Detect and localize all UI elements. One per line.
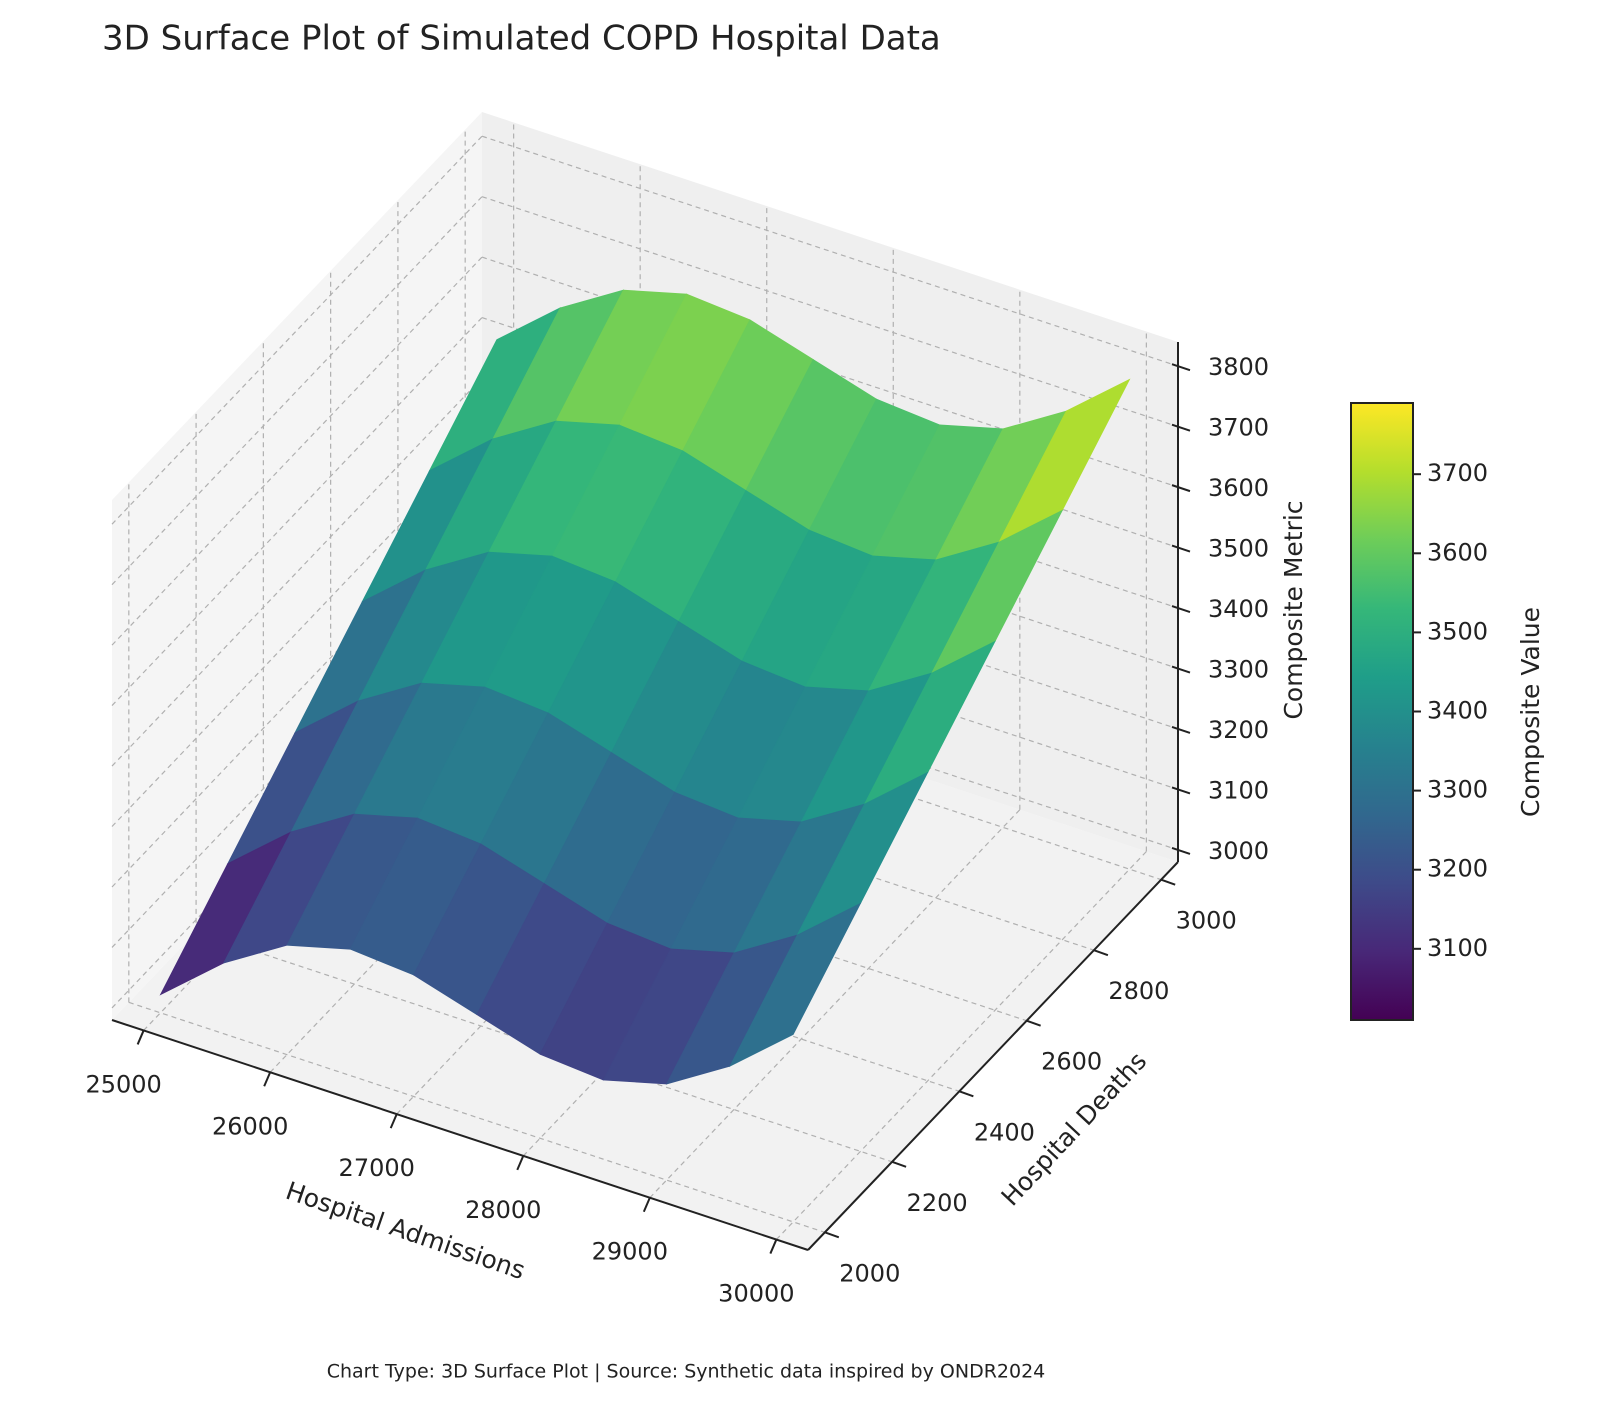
colorbar-tick-label: 3500 [1427, 617, 1488, 645]
colorbar-tick-label: 3300 [1427, 776, 1488, 804]
axis-line [807, 861, 1179, 1251]
tick-mark [1171, 423, 1191, 432]
tick-mark [891, 1160, 907, 1168]
tick-mark [263, 1071, 272, 1087]
colorbar-label: Composite Value [1516, 607, 1545, 817]
tick-mark [769, 1239, 778, 1254]
x-axis-label: Hospital Admissions [282, 1176, 529, 1285]
colorbar [1350, 402, 1414, 1021]
chart-title: 3D Surface Plot of Simulated COPD Hospit… [102, 19, 941, 59]
colorbar-tick-label: 3600 [1427, 538, 1488, 566]
z-tick-label: 3400 [1208, 595, 1269, 623]
tick-mark [1171, 846, 1191, 855]
z-tick-label: 3200 [1208, 716, 1269, 744]
x-tick-label: 30000 [718, 1280, 794, 1308]
tick-mark [1171, 665, 1191, 674]
z-tick-label: 3300 [1208, 656, 1269, 684]
x-tick-label: 26000 [212, 1112, 288, 1140]
tick-mark [1171, 726, 1191, 734]
tick-mark [1171, 605, 1191, 613]
tick-mark [1160, 878, 1176, 886]
tick-mark [1171, 484, 1191, 493]
x-tick-label: 28000 [465, 1196, 541, 1224]
z-tick-label: 3800 [1208, 353, 1269, 381]
z-tick-label: 3500 [1208, 535, 1269, 563]
left-pane [112, 112, 482, 1020]
tick-mark [959, 1090, 974, 1098]
y-tick-label: 2400 [974, 1118, 1035, 1146]
colorbar-tick-label: 3200 [1427, 855, 1488, 883]
surface-patch [728, 902, 862, 1068]
tick-mark [516, 1155, 525, 1171]
x-tick-label: 25000 [85, 1070, 161, 1098]
z-axis-label: Composite Metric [1279, 500, 1308, 719]
y-tick-label: 2600 [1041, 1048, 1102, 1076]
footer: Chart Type: 3D Surface Plot | Source: Sy… [327, 1361, 1046, 1383]
z-tick-label: 3000 [1208, 837, 1269, 865]
tick-mark [642, 1197, 651, 1213]
tick-mark [1171, 544, 1191, 553]
x-tick-label: 29000 [592, 1238, 668, 1266]
z-tick-label: 3600 [1208, 474, 1269, 502]
y-tick-label: 3000 [1176, 907, 1237, 935]
tick-mark [824, 1231, 840, 1239]
y-tick-label: 2000 [839, 1259, 900, 1287]
tick-mark [1171, 786, 1191, 795]
tick-mark [136, 1030, 145, 1045]
colorbar-tick-label: 3100 [1427, 934, 1488, 962]
tick-mark [1093, 949, 1109, 957]
z-tick-label: 3700 [1208, 414, 1269, 442]
tick-mark [1171, 363, 1191, 372]
colorbar-tick-label: 3700 [1427, 459, 1488, 487]
z-tick-label: 3100 [1208, 776, 1269, 804]
y-tick-label: 2800 [1108, 977, 1169, 1005]
x-tick-label: 27000 [339, 1154, 415, 1182]
axis-line [111, 1019, 809, 1251]
tick-mark [389, 1113, 398, 1129]
tick-mark [1026, 1019, 1041, 1027]
y-tick-label: 2200 [907, 1189, 968, 1217]
colorbar-tick-label: 3400 [1427, 697, 1488, 725]
